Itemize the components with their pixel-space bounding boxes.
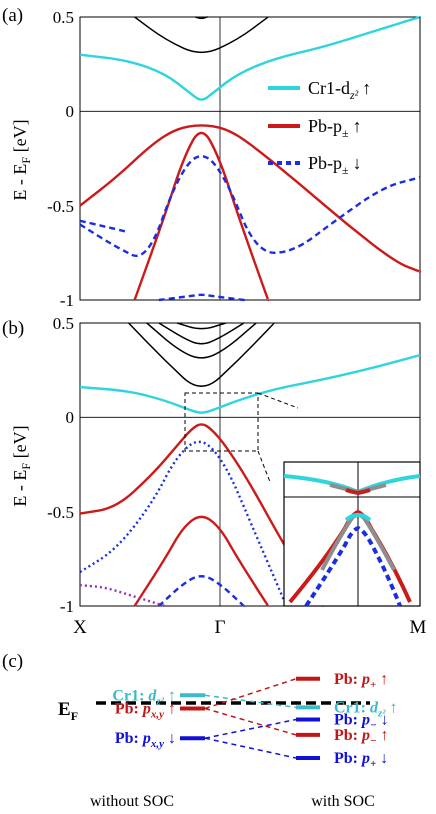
level-label-l-pb-dn: Pb: px,y ↓ — [115, 730, 176, 750]
connector-l-pb-up-r-pb-pplus-up — [204, 678, 297, 710]
panel-b-series-cb-1 — [128, 322, 276, 387]
panel-b: (b) 0.5 0 -0.5 -1 E - EF [eV] X Γ M — [2, 314, 427, 638]
panel-b-ytick-2: -0.5 — [47, 503, 74, 522]
panel-b-series-cb-4 — [176, 322, 227, 330]
panel-a-label: (a) — [2, 5, 23, 26]
panel-b-ytick-1: 0 — [66, 408, 75, 427]
panel-a-ytick-0: 0.5 — [53, 8, 74, 27]
panel-a-ylabel: E - EF [eV] — [10, 119, 33, 200]
zoom-connector-top — [257, 392, 299, 409]
panel-a-series-pb-p-dn-3 — [158, 293, 246, 302]
panel-b-series-pb-p-dn-2 — [158, 575, 246, 608]
connector-l-pb-dn-r-pb-pminus-dn — [204, 718, 297, 739]
kpoint-gamma: Γ — [215, 617, 226, 638]
panel-b-series-cb-3 — [158, 322, 245, 345]
level-connectors — [204, 678, 297, 759]
left-column-title: without SOC — [90, 793, 174, 810]
zoom-box — [184, 392, 259, 452]
legend-label-cr-dz2-up: Cr1-dz² ↑ — [308, 78, 371, 102]
panel-b-series-pb-p-up-1 — [79, 423, 325, 608]
panel-a-curves — [79, 15, 422, 302]
connector-l-cr-r-cr — [204, 694, 297, 709]
kpoint-x: X — [73, 617, 87, 638]
panel-b-series-pb-p-dn-1 — [79, 440, 288, 607]
connector-l-pb-up-r-pb-pminus-up — [204, 707, 297, 736]
legend-label-pb-p-up: Pb-p± ↑ — [308, 116, 362, 140]
panel-c-label: (c) — [2, 651, 23, 672]
panel-a: (a) 0.5 0 -0.5 -1 E - EF [eV] Cr1-dz² ↑ P… — [2, 5, 422, 310]
level-label-r-pb-pplus-dn: Pb: p+ ↓ — [334, 750, 388, 770]
zoom-connector-bottom — [257, 450, 271, 483]
inset — [283, 461, 421, 608]
level-label-l-pb-up: Pb: px,y ↑ — [115, 701, 176, 721]
panel-a-ytick-1: 0 — [66, 102, 75, 121]
inset-red-band-upper — [345, 488, 371, 496]
level-label-r-pb-pplus-up: Pb: p+ ↑ — [334, 671, 388, 691]
panel-a-frame — [79, 16, 421, 301]
kpoint-m: M — [410, 617, 427, 638]
panel-a-series-pb-p-up-1 — [79, 124, 422, 273]
panel-b-series-mix-1 — [79, 584, 166, 608]
level-label-l-cr: Cr1: dz² ↑ — [112, 687, 176, 707]
right-column-title: with SOC — [311, 793, 375, 810]
panel-a-ytick-2: -0.5 — [47, 197, 74, 216]
panel-b-series-cr-dz2-up — [79, 353, 421, 414]
panel-b-ylabel: E - EF [eV] — [10, 425, 33, 506]
panel-b-curves — [79, 322, 421, 608]
fermi-level-label: EF — [58, 699, 78, 723]
panel-a-series-pb-p-up-2 — [133, 131, 270, 302]
inset-cr-band-lower — [344, 513, 372, 522]
level-label-r-cr: Cr1: dz² ↑ — [334, 699, 398, 719]
panel-b-series-pb-p-up-2 — [133, 515, 270, 608]
panel-b-label: (b) — [2, 318, 24, 339]
level-label-r-pb-pminus-up: Pb: p− ↑ — [334, 727, 389, 747]
level-label-r-pb-pminus-dn: Pb: p− ↓ — [334, 712, 389, 732]
connector-l-pb-dn-r-pb-pplus-dn — [204, 737, 297, 759]
inset-pb-dn-band — [304, 525, 402, 608]
panel-a-series-pb-p-dn-2 — [79, 219, 130, 234]
panel-c: (c) EF Cr1: dz² ↑Pb: px,y ↑Pb: px,y ↓Pb:… — [2, 651, 398, 810]
legend-label-pb-p-dn: Pb-p± ↓ — [308, 153, 362, 177]
legend: Cr1-dz² ↑ Pb-p± ↑ Pb-p± ↓ — [268, 78, 371, 177]
panel-b-ytick-0: 0.5 — [53, 314, 74, 333]
energy-levels: Cr1: dz² ↑Pb: px,y ↑Pb: px,y ↓Pb: p+ ↑Cr… — [112, 671, 397, 770]
panel-b-series-cb-2 — [146, 322, 257, 359]
panel-b-ytick-3: -1 — [60, 597, 74, 616]
panel-a-series-cr-dz2-up — [79, 15, 422, 101]
panel-a-series-cb-1 — [134, 16, 269, 54]
panel-a-ytick-3: -1 — [60, 291, 74, 310]
